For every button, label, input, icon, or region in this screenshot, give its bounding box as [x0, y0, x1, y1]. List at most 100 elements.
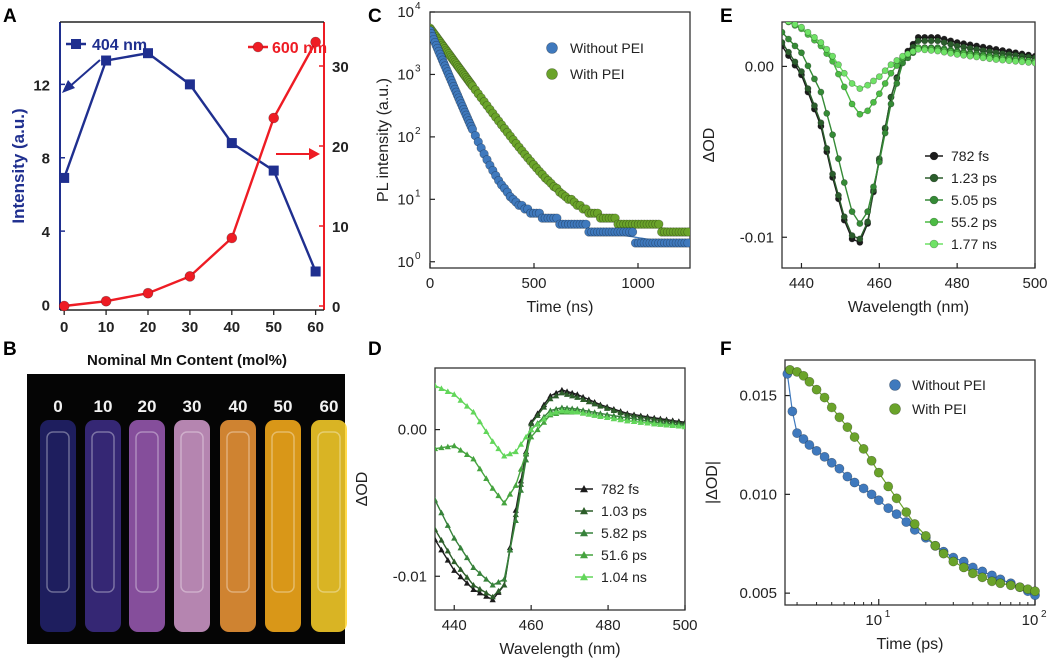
data-point — [517, 487, 524, 493]
data-point — [451, 442, 458, 449]
data-point — [829, 170, 836, 178]
data-point — [451, 535, 458, 541]
data-point — [873, 495, 884, 506]
data-point — [435, 382, 439, 389]
data-point — [864, 218, 872, 226]
vial-label: 0 — [53, 397, 62, 416]
data-point — [591, 400, 598, 407]
x-tick-label: 460 — [519, 617, 544, 634]
series-area — [435, 382, 685, 603]
legend-label: 55.2 ps — [951, 214, 997, 230]
series-line-782 fs — [782, 36, 1035, 244]
legend-marker-404 — [71, 39, 81, 49]
data-point — [804, 28, 812, 36]
data-point — [597, 403, 604, 409]
data-point — [438, 444, 445, 451]
data-point — [483, 593, 490, 599]
y-tick-label: 0.005 — [739, 585, 777, 602]
legend-marker — [889, 403, 901, 415]
data-point — [637, 414, 644, 420]
data-point — [644, 415, 651, 421]
data-point — [840, 83, 848, 91]
vial-20 — [129, 420, 165, 632]
data-point — [579, 407, 587, 413]
y-tick-label: 0.015 — [739, 388, 777, 405]
arrowhead-600 — [309, 148, 320, 160]
vial-label: 40 — [229, 397, 248, 416]
data-point — [973, 53, 981, 61]
data-point — [226, 232, 238, 244]
panel-label-a: A — [3, 6, 17, 27]
data-point — [891, 493, 902, 504]
y2-tick-label: 0 — [332, 299, 340, 316]
vial-highlight — [135, 431, 159, 593]
data-point — [856, 235, 864, 243]
data-point — [547, 395, 554, 402]
data-point — [444, 443, 451, 450]
data-point — [483, 576, 490, 582]
data-point — [569, 405, 576, 412]
vial-40 — [220, 420, 256, 632]
data-point — [547, 392, 554, 399]
vial-label: 20 — [138, 397, 157, 416]
data-point — [558, 386, 566, 393]
data-point — [517, 441, 524, 447]
vial-label: 10 — [94, 397, 113, 416]
data-point — [574, 391, 581, 397]
data-point — [506, 491, 514, 497]
data-point — [947, 49, 955, 57]
data-point — [938, 548, 949, 559]
data-point — [512, 482, 519, 488]
data-point — [310, 36, 321, 48]
data-point — [591, 412, 598, 418]
data-point — [995, 578, 1006, 589]
y-tick-label: 0.00 — [398, 422, 427, 439]
y-tick-exponent: 2 — [415, 126, 421, 137]
data-point — [58, 300, 70, 312]
vial-highlight — [46, 431, 70, 593]
data-point — [823, 45, 831, 53]
x-tick-label: 10 — [98, 319, 115, 336]
data-point — [881, 129, 889, 137]
data-point — [782, 39, 786, 46]
data-point — [457, 566, 464, 572]
data-point — [934, 37, 942, 45]
y-axis-label: ΔOD — [701, 128, 718, 163]
x-tick-label: 1000 — [621, 275, 654, 292]
data-point — [528, 433, 535, 440]
data-point — [875, 90, 883, 98]
arrow-404 — [67, 59, 101, 89]
series-line-1.23 ps — [782, 40, 1035, 240]
data-point — [184, 79, 195, 90]
legend-marker — [580, 507, 588, 515]
data-point — [463, 580, 471, 586]
data-point — [881, 80, 889, 87]
plot-frame — [781, 21, 1036, 269]
data-point — [785, 48, 792, 56]
legend-label: 51.6 ps — [601, 547, 647, 563]
data-point — [563, 404, 571, 411]
data-point — [495, 445, 502, 452]
y-tick-label: 8 — [42, 151, 50, 168]
scatter-area — [430, 23, 690, 248]
data-point — [522, 449, 530, 456]
data-point — [534, 421, 541, 427]
data-point — [779, 15, 785, 21]
data-point — [842, 422, 853, 433]
arrowhead-404 — [62, 80, 75, 93]
data-point — [463, 451, 471, 458]
data-point — [591, 409, 598, 415]
legend-label-404: 404 nm — [92, 37, 147, 54]
data-point — [842, 471, 853, 482]
data-point — [470, 564, 477, 570]
data-point — [835, 61, 842, 69]
x-tick-label: 440 — [789, 275, 814, 292]
data-point — [457, 544, 464, 551]
data-point — [856, 110, 864, 118]
data-point — [226, 138, 237, 149]
data-point — [517, 481, 524, 487]
data-point — [798, 23, 805, 31]
data-point — [470, 455, 477, 462]
data-point — [819, 451, 830, 462]
